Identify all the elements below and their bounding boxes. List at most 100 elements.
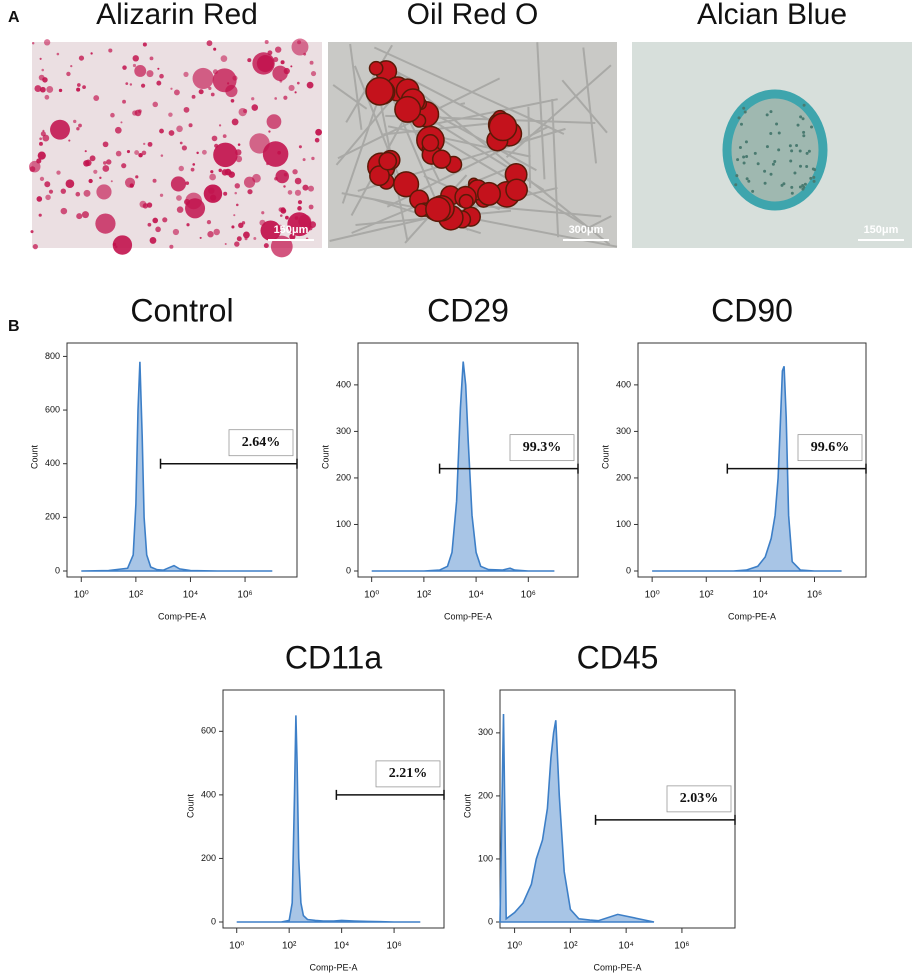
matrix-dot (744, 140, 748, 144)
stain-dot (125, 82, 129, 85)
stain-dot (201, 149, 207, 155)
chart-title: CD11a (285, 639, 382, 675)
stain-dot (272, 65, 288, 82)
stain-dot (176, 206, 184, 213)
stain-dot (247, 189, 253, 195)
stain-dot (132, 55, 139, 62)
lipid-droplet (369, 165, 390, 187)
stain-dot (41, 68, 45, 72)
stain-dot (207, 231, 214, 238)
matrix-dot (801, 184, 805, 188)
matrix-dot (796, 123, 800, 127)
matrix-dot (799, 115, 803, 119)
matrix-dot (795, 144, 799, 148)
stain-dot (181, 145, 187, 151)
stain-dot (56, 52, 60, 56)
stain-dot (50, 119, 70, 140)
chart-title: CD29 (427, 292, 509, 328)
stain-dot (30, 230, 34, 234)
y-tick-label: 300 (478, 727, 493, 737)
stain-dot (37, 151, 46, 160)
stain-dot (183, 106, 190, 113)
stain-dot (141, 83, 146, 88)
y-tick-label: 800 (45, 351, 60, 361)
y-tick-label: 100 (616, 519, 631, 529)
stain-dot (88, 178, 93, 184)
stain-dot (147, 222, 152, 227)
stain-dot (190, 167, 195, 172)
stain-dot (267, 50, 273, 56)
cell-fiber (332, 84, 368, 110)
stain-dot (114, 126, 122, 134)
matrix-dot (753, 151, 757, 155)
stain-dot (39, 176, 45, 182)
stain-dot (108, 48, 113, 53)
stain-dot (308, 225, 313, 231)
stain-dot (129, 83, 133, 86)
stain-dot (168, 130, 175, 136)
chart-title: CD90 (711, 292, 793, 328)
stain-dot (231, 225, 235, 229)
stain-dot (291, 38, 309, 56)
lipid-droplet (425, 196, 451, 223)
lipid-droplet (365, 76, 395, 106)
matrix-dot (736, 158, 740, 162)
stain-dot (129, 183, 134, 188)
stain-dot (152, 217, 159, 224)
panel-label: A (8, 9, 20, 26)
x-tick-label: 10⁶ (674, 941, 689, 952)
matrix-dot (782, 182, 786, 186)
cell-fiber (551, 98, 560, 238)
lipid-droplet (505, 178, 528, 202)
x-tick-label: 10² (129, 590, 144, 601)
stain-dot (213, 228, 220, 236)
stain-dot (68, 139, 71, 142)
histogram-area (81, 361, 273, 572)
matrix-dot (798, 149, 802, 153)
matrix-dot (790, 191, 794, 195)
stain-dot (38, 213, 42, 217)
stain-dot (306, 81, 314, 89)
stain-dot (152, 101, 159, 108)
stain-dot (170, 87, 173, 90)
matrix-dot (775, 122, 779, 126)
stain-dot (138, 152, 143, 158)
x-axis-label: Comp-PE-A (309, 962, 357, 972)
stain-dot (141, 150, 147, 156)
x-tick-label: 10⁴ (753, 590, 768, 601)
stain-dot (309, 60, 314, 65)
stain-dot (159, 128, 164, 134)
stain-dot (159, 73, 164, 79)
gate-label-box (375, 760, 441, 788)
stain-dot (298, 145, 302, 149)
stain-dot (39, 137, 42, 141)
stain-dot (112, 235, 133, 255)
stain-dot (115, 245, 118, 249)
stain-dot (45, 194, 51, 201)
y-tick-label: 100 (336, 519, 351, 529)
cell-fiber (421, 126, 586, 227)
stain-dot (142, 42, 147, 47)
stain-dot (81, 211, 89, 219)
lipid-droplet (421, 134, 440, 152)
stain-dot (78, 55, 85, 61)
matrix-dot (805, 165, 809, 169)
stain-dot (75, 191, 81, 197)
stain-dot (169, 244, 174, 249)
stain-dot (146, 202, 153, 208)
stain-dot (89, 155, 96, 162)
stain-dot (83, 189, 91, 197)
stain-dot (280, 60, 285, 65)
cell-fiber (349, 43, 363, 130)
stain-dot (146, 70, 154, 78)
stain-dot (218, 168, 222, 173)
lipid-droplet (476, 181, 501, 206)
stain-dot (34, 85, 42, 92)
stain-dot (260, 220, 281, 241)
stain-dot (275, 46, 282, 53)
matrix-dot (743, 110, 747, 114)
stain-dot (198, 89, 204, 95)
stain-dot (234, 241, 240, 247)
stain-dot (76, 83, 81, 87)
stain-dot (294, 189, 302, 196)
